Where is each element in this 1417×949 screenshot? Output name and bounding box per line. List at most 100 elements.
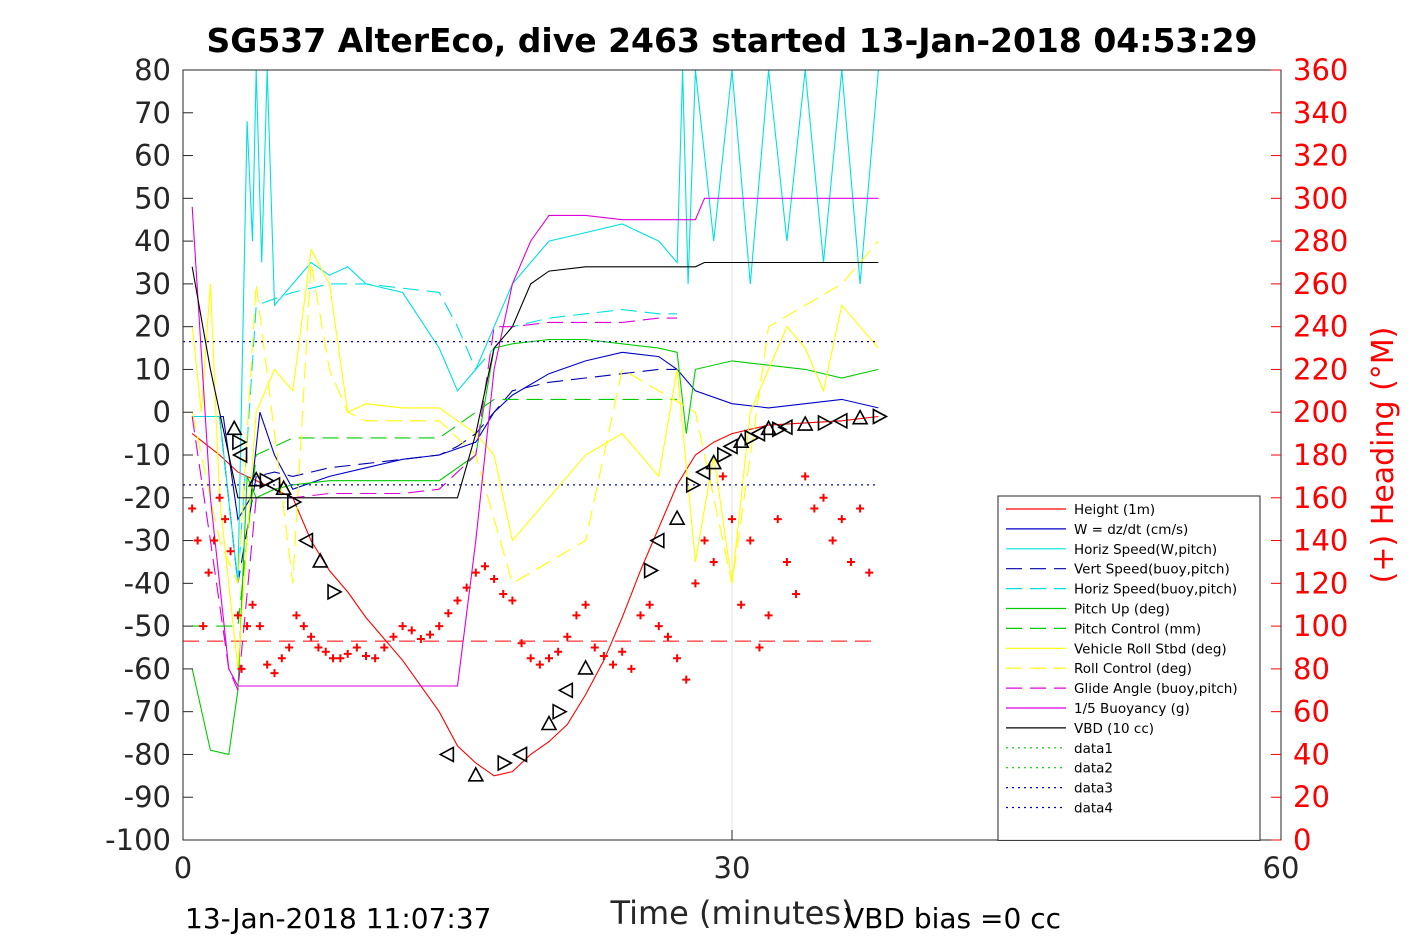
heading-point: [215, 493, 224, 502]
legend-entry-label: Vehicle Roll Stbd (deg): [1074, 641, 1227, 657]
heading-point: [526, 654, 535, 663]
heading-point: [581, 600, 590, 609]
triangle-marker: [327, 583, 343, 601]
heading-point: [792, 590, 801, 599]
triangle-marker: [577, 659, 594, 675]
heading-point: [627, 664, 636, 673]
heading-point: [563, 632, 572, 641]
y-tick-label: 70: [134, 96, 171, 130]
y-right-tick-label: 300: [1293, 181, 1348, 215]
legend-entry-label: W = dz/dt (cm/s): [1074, 522, 1188, 538]
y-right-tick-label: 140: [1293, 524, 1348, 558]
heading-point: [389, 632, 398, 641]
legend-entry-label: Vert Speed(buoy,pitch): [1074, 562, 1230, 578]
legend-entry-label: VBD (10 cc): [1074, 721, 1154, 737]
y-right-tick-label: 180: [1293, 438, 1348, 472]
y-tick-label: -80: [124, 737, 171, 771]
triangle-marker: [685, 476, 702, 494]
legend-entry-label: data3: [1074, 781, 1113, 797]
heading-point: [263, 660, 272, 669]
heading-point: [255, 622, 264, 631]
heading-point: [856, 504, 865, 513]
heading-point: [828, 536, 837, 545]
heading-point: [307, 632, 316, 641]
heading-point: [554, 647, 563, 656]
series-layer: [183, 69, 879, 777]
heading-point: [782, 557, 791, 566]
heading-point: [243, 622, 252, 631]
heading-point: [718, 472, 727, 481]
triangle-marker: [540, 714, 558, 731]
y-right-tick-label: 240: [1293, 310, 1348, 344]
heading-point: [590, 643, 599, 652]
heading-point: [398, 622, 407, 631]
y-right-tick-label: 360: [1293, 53, 1348, 87]
heading-point: [188, 504, 197, 513]
marker-layer: [188, 408, 889, 782]
heading-point: [444, 609, 453, 618]
heading-point: [709, 557, 718, 566]
heading-point: [362, 652, 370, 661]
y-tick-label: 30: [134, 267, 171, 301]
heading-point: [336, 654, 345, 663]
y-tick-label: -10: [124, 438, 171, 472]
heading-point: [508, 596, 517, 605]
legend-entry-label: Glide Angle (buoy,pitch): [1074, 681, 1238, 697]
legend-entry-label: data1: [1074, 741, 1113, 757]
triangle-marker: [643, 562, 660, 579]
heading-point: [352, 643, 361, 652]
triangle-marker: [231, 446, 248, 464]
heading-point: [480, 562, 489, 571]
series-line-5: [192, 283, 678, 584]
heading-point: [416, 634, 425, 643]
series-line-1: [191, 415, 879, 777]
y-tick-label: 20: [134, 310, 171, 344]
triangle-marker: [264, 476, 281, 494]
heading-point: [810, 504, 819, 513]
heading-point: [764, 611, 773, 620]
triangle-marker: [467, 766, 485, 782]
x-axis-label: Time (minutes): [610, 894, 854, 932]
y-right-tick-label: 160: [1293, 481, 1348, 515]
y-right-tick-label: 100: [1293, 609, 1348, 643]
heading-point: [737, 600, 746, 609]
legend-entry-label: Roll Control (deg): [1074, 661, 1192, 677]
heading-point: [819, 493, 828, 502]
y-right-tick-label: 60: [1293, 695, 1330, 729]
legend-entry-label: Pitch Control (mm): [1074, 621, 1201, 637]
heading-point: [673, 654, 682, 663]
series-line-7: [192, 398, 678, 627]
y-tick-label: -100: [105, 823, 171, 857]
series-line-4: [192, 368, 678, 584]
heading-point: [248, 600, 257, 609]
y-right-tick-label: 220: [1293, 352, 1348, 386]
y-right-tick-label: 280: [1293, 224, 1348, 258]
triangle-marker: [438, 746, 455, 763]
chart-title: SG537 AlterEco, dive 2463 started 13-Jan…: [206, 21, 1257, 60]
y-tick-label: 10: [134, 352, 171, 386]
heading-point: [636, 611, 645, 620]
heading-point: [517, 639, 526, 648]
triangle-marker: [717, 446, 733, 464]
y-tick-label: 60: [134, 139, 171, 173]
y-tick-label: -30: [124, 524, 171, 558]
triangle-marker: [557, 681, 574, 699]
heading-point: [490, 575, 499, 584]
triangle-marker: [311, 552, 329, 568]
legend-entry-label: data2: [1074, 761, 1113, 777]
series-line-10: [191, 317, 678, 691]
triangle-marker: [851, 408, 869, 425]
triangle-marker: [649, 532, 665, 549]
y-right-tick-label: 200: [1293, 395, 1348, 429]
legend-entry-label: Horiz Speed(W,pitch): [1074, 542, 1217, 558]
y-right-tick-label: 120: [1293, 566, 1348, 600]
heading-point: [755, 643, 764, 652]
heading-point: [435, 622, 444, 631]
heading-point: [285, 643, 294, 652]
heading-point: [599, 652, 608, 661]
heading-point: [663, 632, 672, 641]
heading-point: [407, 626, 416, 635]
footer-vbd-bias: VBD bias =0 cc: [845, 902, 1061, 935]
triangle-marker: [872, 408, 889, 425]
